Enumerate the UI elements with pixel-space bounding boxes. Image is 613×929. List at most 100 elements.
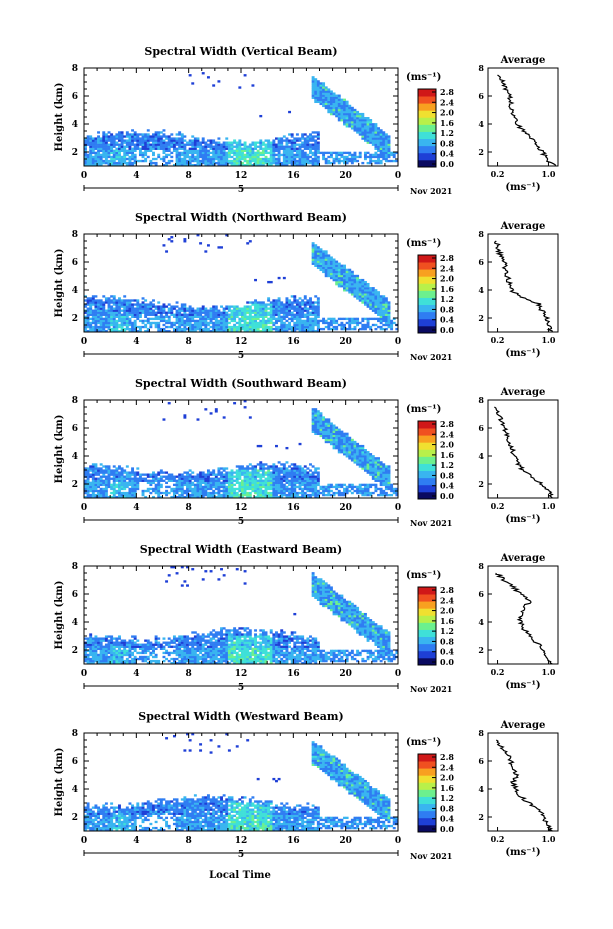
heatmap-cell (298, 163, 302, 167)
heatmap-cell (319, 256, 323, 259)
heatmap-cell (193, 323, 197, 327)
heatmap-cell (112, 307, 116, 310)
heatmap-cell (191, 495, 195, 499)
heatmap-cell (293, 475, 297, 478)
heatmap-cell (89, 321, 93, 325)
heatmap-cell (314, 495, 318, 499)
heatmap-cell (165, 475, 169, 478)
heatmap-cell (280, 483, 284, 487)
heatmap-cell (227, 155, 231, 159)
heatmap-cell (233, 149, 237, 153)
heatmap-cell (225, 329, 229, 333)
heatmap-cell (366, 133, 370, 136)
heatmap-cell (193, 325, 197, 329)
heatmap-cell (149, 309, 153, 312)
heatmap-cell (209, 139, 213, 142)
heatmap-cell (322, 264, 326, 267)
heatmap-cell (353, 293, 357, 296)
heatmap-cell (345, 276, 349, 280)
heatmap-cell (379, 145, 383, 148)
heatmap-cell (107, 467, 111, 470)
heatmap-cell (102, 493, 106, 497)
heatmap-cell (261, 311, 265, 314)
heatmap-cell (261, 323, 265, 327)
heatmap-cell (369, 159, 373, 163)
heatmap-cell (128, 161, 132, 165)
heatmap-cell (241, 489, 244, 493)
heatmap-cell (118, 307, 121, 310)
heatmap-cell (104, 321, 108, 325)
heatmap-cell (138, 159, 142, 163)
heatmap-cell (293, 307, 297, 310)
heatmap-cell (288, 487, 292, 491)
heatmap-cell (335, 98, 339, 101)
heatmap-cell (282, 475, 286, 478)
heatmap-cell (97, 329, 100, 333)
heatmap-cell (86, 471, 90, 474)
heatmap-cell (235, 481, 239, 485)
heatmap-cell (107, 323, 111, 327)
heatmap-cell (369, 137, 373, 140)
heatmap-cell (259, 489, 263, 493)
heatmap-cell (322, 256, 326, 259)
heatmap-cell (214, 155, 218, 159)
heatmap-cell (361, 297, 365, 300)
heatmap-cell (196, 313, 200, 316)
heatmap-cell (314, 485, 318, 489)
heatmap-cell (371, 307, 375, 310)
heatmap-cell (99, 469, 103, 472)
heatmap-cell (298, 477, 302, 480)
heatmap-cell (183, 495, 187, 499)
heatmap-cell (329, 110, 333, 114)
heatmap-cell (303, 327, 307, 331)
heatmap-cell (154, 313, 158, 316)
heatmap-cell (97, 163, 100, 167)
heatmap-cell (319, 418, 323, 421)
heatmap-cell (115, 477, 119, 480)
heatmap-cell (86, 135, 90, 138)
heatmap-cell (353, 274, 357, 278)
heatmap-cell (225, 151, 229, 155)
heatmap-cell (306, 147, 310, 150)
heatmap-cell (138, 139, 142, 142)
heatmap-cell (272, 491, 276, 495)
heatmap-cell (196, 493, 200, 497)
heatmap-cell (350, 106, 354, 110)
heatmap-cell (327, 491, 331, 495)
heatmap-cell (241, 309, 244, 312)
heatmap-cell (371, 305, 375, 308)
heatmap-cell (123, 311, 127, 314)
heatmap-cell (128, 305, 132, 308)
heatmap-cell (298, 149, 302, 153)
heatmap-cell (225, 471, 229, 474)
heatmap-cell (157, 315, 161, 319)
heatmap-cell (178, 147, 182, 150)
heatmap-cell (311, 491, 315, 495)
colorbar-tick-label: 0.8 (440, 138, 454, 148)
heatmap-cell (91, 151, 95, 155)
heatmap-cell (277, 151, 281, 155)
heatmap-cell (138, 309, 142, 312)
heatmap-cell (235, 321, 239, 325)
heatmap-cell (361, 317, 365, 321)
heatmap-cell (243, 163, 247, 167)
heatmap-cell (280, 301, 284, 304)
heatmap-cell (309, 319, 312, 323)
heatmap-cell (280, 327, 284, 331)
heatmap-cell (118, 151, 121, 155)
heatmap-cell (295, 469, 299, 472)
heatmap-cell (144, 137, 148, 140)
heatmap-cell (329, 493, 333, 497)
heatmap-cell (230, 147, 234, 150)
heatmap-cell (206, 76, 210, 79)
heatmap-cell (343, 327, 346, 331)
heatmap-cell (350, 289, 354, 292)
heatmap-cell (120, 319, 124, 323)
heatmap-cell (199, 323, 203, 327)
heatmap-cell (199, 159, 203, 163)
heatmap-cell (104, 481, 108, 485)
heatmap-cell (222, 147, 226, 150)
heatmap-cell (316, 323, 320, 327)
heatmap-cell (295, 159, 299, 163)
heatmap-cell (369, 121, 373, 124)
